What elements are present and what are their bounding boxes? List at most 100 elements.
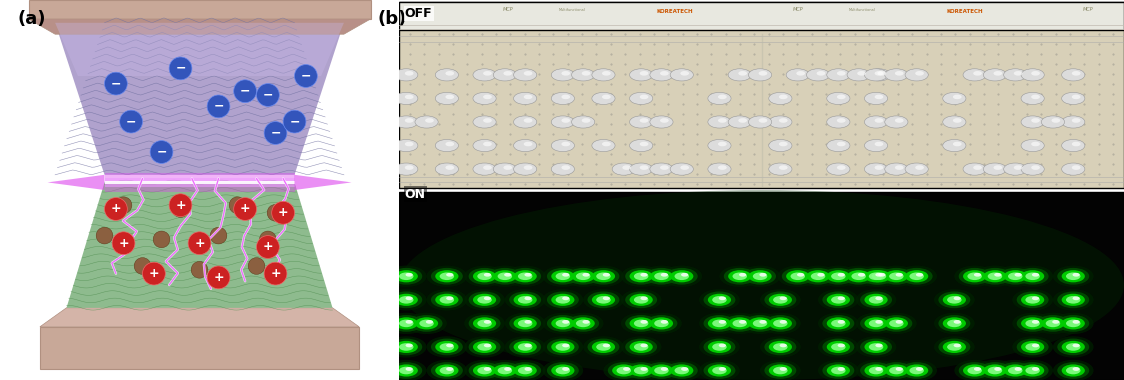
- Circle shape: [818, 360, 859, 380]
- Circle shape: [973, 367, 981, 371]
- Circle shape: [760, 273, 767, 277]
- Circle shape: [719, 266, 760, 287]
- Circle shape: [483, 71, 492, 76]
- Circle shape: [1053, 289, 1094, 310]
- Circle shape: [858, 71, 865, 76]
- Circle shape: [864, 341, 888, 353]
- Circle shape: [880, 268, 913, 285]
- Text: (b): (b): [378, 10, 407, 27]
- Circle shape: [509, 291, 541, 308]
- Circle shape: [999, 362, 1031, 379]
- Circle shape: [704, 315, 735, 332]
- Circle shape: [905, 69, 928, 81]
- Circle shape: [915, 165, 924, 170]
- Circle shape: [1025, 296, 1040, 304]
- Circle shape: [629, 163, 653, 175]
- Circle shape: [483, 344, 491, 347]
- Circle shape: [435, 294, 459, 306]
- Circle shape: [641, 367, 647, 371]
- Polygon shape: [47, 175, 105, 190]
- Circle shape: [430, 291, 463, 308]
- Circle shape: [823, 268, 854, 285]
- Circle shape: [661, 273, 668, 277]
- Circle shape: [582, 71, 590, 76]
- Text: (a): (a): [17, 10, 46, 27]
- Circle shape: [1072, 296, 1080, 300]
- Circle shape: [555, 320, 570, 327]
- Circle shape: [948, 296, 962, 304]
- Text: Multifunctional: Multifunctional: [559, 8, 586, 13]
- Circle shape: [430, 268, 463, 285]
- Circle shape: [831, 272, 845, 280]
- Circle shape: [543, 336, 583, 358]
- Circle shape: [406, 367, 413, 371]
- Circle shape: [143, 262, 165, 285]
- Circle shape: [1004, 69, 1027, 81]
- Circle shape: [399, 343, 414, 351]
- Circle shape: [728, 317, 751, 329]
- Circle shape: [876, 367, 882, 371]
- Circle shape: [504, 165, 513, 170]
- Circle shape: [876, 360, 917, 380]
- FancyBboxPatch shape: [399, 192, 1124, 380]
- Circle shape: [555, 343, 570, 351]
- Circle shape: [439, 272, 454, 280]
- Circle shape: [386, 289, 427, 310]
- Circle shape: [493, 364, 516, 377]
- Circle shape: [551, 270, 574, 282]
- Circle shape: [909, 367, 924, 374]
- Circle shape: [169, 57, 192, 80]
- Circle shape: [769, 92, 792, 105]
- Circle shape: [827, 139, 850, 152]
- Circle shape: [620, 313, 661, 334]
- Circle shape: [780, 296, 787, 300]
- Circle shape: [827, 317, 850, 329]
- Circle shape: [518, 343, 533, 351]
- Circle shape: [718, 165, 727, 170]
- Circle shape: [699, 313, 740, 334]
- Circle shape: [1072, 165, 1080, 170]
- Circle shape: [386, 313, 427, 334]
- Circle shape: [518, 296, 533, 304]
- Circle shape: [876, 273, 882, 277]
- Circle shape: [561, 118, 570, 123]
- Circle shape: [641, 296, 647, 300]
- Circle shape: [674, 367, 689, 374]
- Circle shape: [543, 313, 583, 334]
- Circle shape: [634, 343, 649, 351]
- Circle shape: [583, 289, 624, 310]
- Circle shape: [773, 343, 788, 351]
- Circle shape: [803, 268, 834, 285]
- Circle shape: [858, 273, 865, 277]
- Circle shape: [855, 289, 896, 310]
- Circle shape: [860, 268, 892, 285]
- Circle shape: [446, 273, 453, 277]
- Circle shape: [592, 341, 615, 353]
- Circle shape: [654, 367, 669, 374]
- Circle shape: [1072, 273, 1080, 277]
- Circle shape: [439, 296, 454, 304]
- Circle shape: [738, 118, 747, 123]
- Circle shape: [708, 341, 731, 353]
- Circle shape: [551, 364, 574, 377]
- Circle shape: [827, 69, 850, 81]
- Circle shape: [483, 296, 491, 300]
- Circle shape: [395, 270, 418, 282]
- Circle shape: [769, 139, 792, 152]
- Circle shape: [719, 313, 760, 334]
- Circle shape: [948, 343, 962, 351]
- Circle shape: [874, 95, 883, 99]
- Circle shape: [551, 317, 574, 329]
- Circle shape: [764, 339, 796, 355]
- Circle shape: [896, 360, 937, 380]
- Circle shape: [518, 272, 533, 280]
- Circle shape: [188, 232, 211, 255]
- Circle shape: [234, 80, 256, 103]
- Circle shape: [514, 163, 537, 175]
- Circle shape: [995, 367, 1001, 371]
- Circle shape: [582, 118, 590, 123]
- Circle shape: [1013, 313, 1053, 334]
- Circle shape: [769, 163, 792, 175]
- Circle shape: [1041, 116, 1064, 128]
- Circle shape: [779, 165, 788, 170]
